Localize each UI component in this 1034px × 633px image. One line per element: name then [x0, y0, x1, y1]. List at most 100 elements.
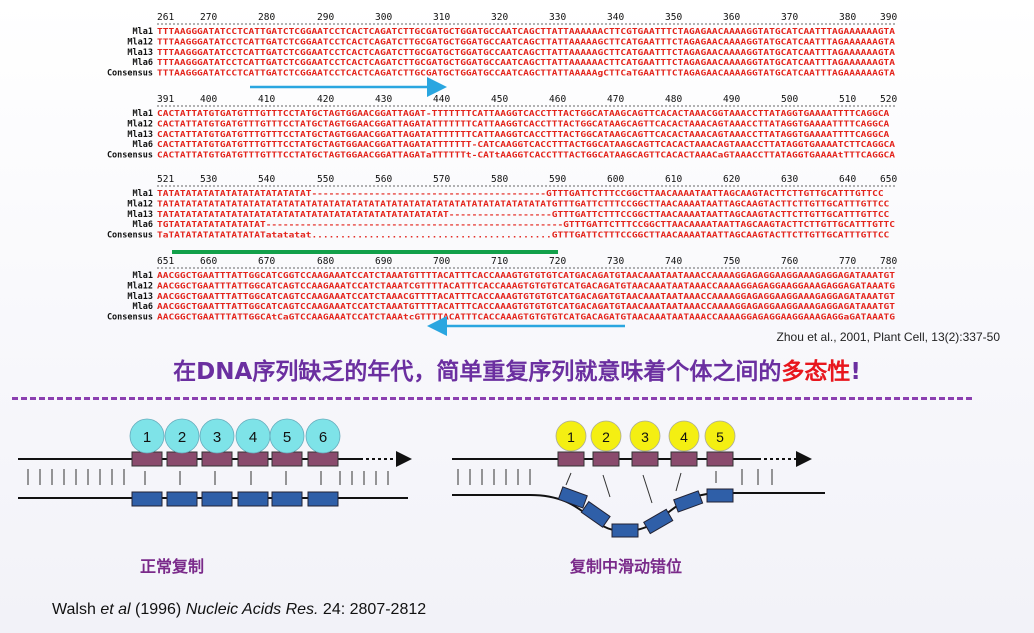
position-tick-label: 720 — [549, 256, 566, 267]
dashed-divider — [12, 397, 972, 400]
repeat-unit-box — [670, 451, 698, 467]
template-unit-box — [201, 491, 233, 507]
position-tick-label: 420 — [317, 94, 334, 105]
reference-authors: Walsh — [52, 601, 101, 618]
template-unit-box — [580, 500, 611, 528]
position-tick-label: 450 — [491, 94, 508, 105]
template-unit-box — [673, 490, 704, 513]
sequence-text: AACGGCTGAATTTATTGGCATCAGTCCAAGAAATCCATCT… — [157, 291, 895, 301]
position-tick-label: 630 — [781, 174, 798, 185]
position-tick-label: 391 — [157, 94, 174, 105]
template-unit-box — [706, 488, 734, 503]
position-tick-label: 580 — [491, 174, 508, 185]
base-pair-tick — [602, 474, 611, 498]
sequence-text: AACGGCTGAATTTATTGGCAtCaGTCCAAGAAATCCATCT… — [157, 312, 895, 322]
position-tick-label: 570 — [433, 174, 450, 185]
sequence-name: Mla1 — [133, 271, 153, 281]
headline-exclaim: ! — [850, 359, 861, 385]
repeat-unit-circle — [199, 418, 235, 454]
sequence-name: Mla13 — [127, 292, 153, 302]
repeat-unit-box — [131, 451, 163, 467]
repeat-unit-number: 4 — [680, 429, 688, 445]
sequence-name: Mla6 — [133, 140, 153, 150]
position-tick-label: 310 — [433, 12, 450, 23]
sequence-text: CACTATTATGTGATGTTTGTTTCCTATGCTAGTGGAACGG… — [157, 129, 889, 139]
sequence-text: TATATATATATATATATATATATATATATATATATATATA… — [157, 198, 889, 208]
repeat-unit-box — [631, 451, 659, 467]
sequence-text: TATATATATATATATATATATATATAT-------------… — [157, 188, 884, 198]
template-unit-box — [307, 491, 339, 507]
headline-text: 在DNA序列缺乏的年代，简单重复序列就意味着个体之间的 — [173, 359, 782, 385]
alignment-block: 391 400 410 420 430 440 450 460 470 480 490 500 510 5… — [107, 94, 898, 161]
position-tick-label: 390 — [880, 12, 897, 23]
normal-replication-caption: 正常复制 — [140, 557, 205, 576]
sequence-text: AACGGCTGAATTTATTGGCATCAGTCCAAGAAATCCATCT… — [157, 301, 895, 311]
sequence-name: Mla13 — [127, 48, 153, 58]
repeat-unit-number: 2 — [602, 429, 610, 445]
repeat-unit-circle — [164, 418, 200, 454]
position-tick-label: 670 — [258, 256, 275, 267]
position-tick-label: 550 — [317, 174, 334, 185]
sequence-text: TATATATATATATATATATATATATATATATATATATATA… — [157, 209, 889, 219]
template-unit-box — [166, 491, 198, 507]
repeat-unit-box — [271, 451, 303, 467]
sequence-name: Consensus — [107, 151, 153, 161]
template-unit-box — [131, 491, 163, 507]
sequence-text: AACGGCTGAATTTATTGGCATCGGTCCAAGAAATCCATCT… — [157, 270, 895, 280]
position-tick-label: 410 — [258, 94, 275, 105]
repeat-unit-number: 4 — [249, 429, 257, 446]
sequence-name: Mla1 — [133, 189, 153, 199]
sequence-name: Consensus — [107, 313, 153, 323]
template-unit-box — [271, 491, 303, 507]
position-tick-label: 290 — [317, 12, 334, 23]
headline-highlight: 多态性 — [781, 359, 851, 385]
template-unit-box — [643, 508, 674, 535]
repeat-unit-circle — [704, 420, 736, 452]
repeat-unit-number: 1 — [143, 429, 151, 446]
position-tick-label: 520 — [880, 94, 897, 105]
sequence-text: TTTAAGGGATATCCTCATTGATCTCGGAATCCTCACTCAG… — [157, 57, 895, 67]
sequence-name: Mla6 — [133, 58, 153, 68]
position-tick-label: 530 — [200, 174, 217, 185]
position-tick-label: 261 — [157, 12, 174, 23]
position-tick-label: 740 — [665, 256, 682, 267]
position-tick-label: 370 — [781, 12, 798, 23]
repeat-unit-box — [592, 451, 620, 467]
sequence-name: Mla12 — [127, 199, 153, 209]
sequence-name: Mla6 — [133, 302, 153, 312]
sequence-name: Mla1 — [133, 27, 153, 37]
sequence-text: TTTAAGGGATATCCTCATTGATCTCGGAATCCTCACTCAG… — [157, 36, 895, 46]
sequence-name: Mla12 — [127, 37, 153, 47]
position-tick-label: 430 — [375, 94, 392, 105]
sequence-text: TaTATATATATATATATATatatatat.............… — [157, 230, 889, 240]
sequence-name: Mla12 — [127, 119, 153, 129]
reference-journal: Nucleic Acids Res. — [185, 601, 319, 618]
slippage-caption: 复制中滑动错位 — [570, 557, 683, 576]
headline: 在DNA序列缺乏的年代，简单重复序列就意味着个体之间的多态性! — [0, 352, 1034, 386]
template-unit-box — [237, 491, 269, 507]
position-tick-label: 700 — [433, 256, 450, 267]
position-tick-label: 710 — [491, 256, 508, 267]
sequence-text: TGTATATATATATATATAT---------------------… — [157, 219, 895, 229]
sequence-text: CACTATTATGTGATGTTTGTTTCCTATGCTAGTGGAACGG… — [157, 139, 895, 149]
template-unit-box — [611, 523, 639, 538]
position-tick-label: 750 — [723, 256, 740, 267]
repeat-unit-box — [557, 451, 585, 467]
position-tick-label: 640 — [839, 174, 856, 185]
position-tick-label: 470 — [607, 94, 624, 105]
repeat-unit-box — [307, 451, 339, 467]
position-tick-label: 380 — [839, 12, 856, 23]
alignment-block: 651 660 670 680 690 700 710 720 730 740 750 760 770 7… — [107, 256, 898, 323]
reference-year: (1996) — [130, 601, 186, 618]
repeat-unit-circle — [668, 420, 700, 452]
position-tick-label: 600 — [607, 174, 624, 185]
template-unit-box — [557, 486, 588, 509]
sequence-alignment: 261 270 280 290 300 310 320 330 340 350 360 370 380 3… — [107, 12, 898, 336]
position-tick-label: 350 — [665, 12, 682, 23]
repeat-unit-circle — [555, 420, 587, 452]
position-tick-label: 650 — [880, 174, 897, 185]
sequence-text: TTTAAGGGATATCCTCATTGATCTCGGAATCCTCACTCAG… — [157, 47, 895, 57]
repeat-unit-number: 1 — [567, 429, 575, 445]
position-tick-label: 680 — [317, 256, 334, 267]
position-tick-label: 560 — [375, 174, 392, 185]
